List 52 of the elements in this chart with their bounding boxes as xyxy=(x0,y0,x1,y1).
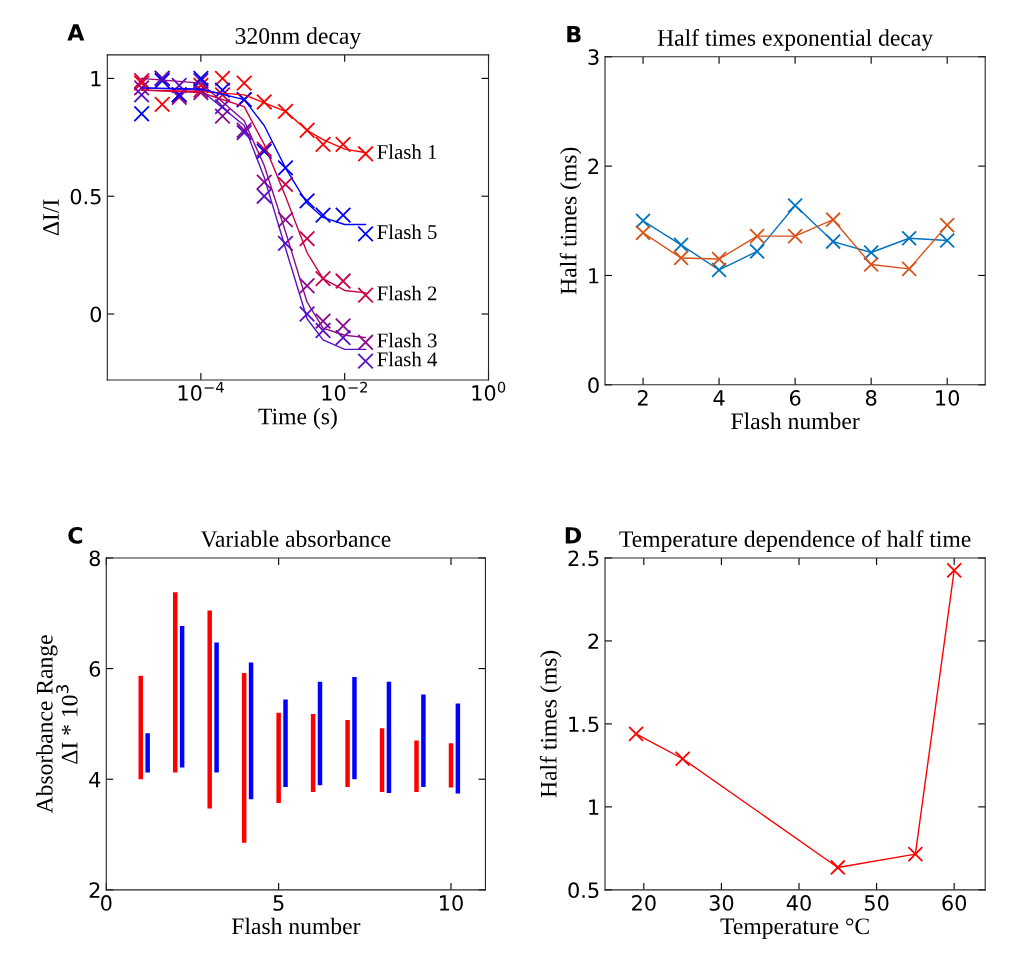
y-tick-label: 1 xyxy=(589,799,599,815)
chart-title: Temperature dependence of half time xyxy=(619,530,971,552)
chart-title: Half times exponential decay xyxy=(657,29,934,51)
x-tick-label: 10 xyxy=(440,895,463,911)
y-tick-label: 1.5 xyxy=(569,716,599,733)
x-tick-label: 60 xyxy=(942,895,967,911)
y-tick-label: 8 xyxy=(89,550,100,567)
series-label: Flash 1 xyxy=(377,144,437,160)
y-tick-label: 0.5 xyxy=(568,882,599,899)
y-tick-label: 6 xyxy=(89,661,101,677)
x-tick-label: 30 xyxy=(709,895,734,911)
x-tick-label: 50 xyxy=(864,895,889,911)
x-tick-label: 8 xyxy=(865,390,877,406)
x-axis-title: Temperature °C xyxy=(720,918,869,940)
text: D xyxy=(565,527,582,544)
x-axis-title: Time (s) xyxy=(258,407,337,430)
series-label: Flash 3 xyxy=(377,332,437,348)
series-label: Flash 5 xyxy=(377,224,437,240)
x-tick-label: 20 xyxy=(632,895,656,911)
x-tick-label: 5 xyxy=(273,895,284,911)
chart-title: 320nm decay xyxy=(235,27,362,49)
y-tick-label: 0 xyxy=(90,306,102,323)
y-tick-label: 2 xyxy=(588,158,599,175)
series-label: Flash 2 xyxy=(377,285,437,301)
y-tick-label: 4 xyxy=(89,771,101,788)
y-tick-label: 0.5 xyxy=(70,188,101,205)
x-tick-label: 10 xyxy=(936,390,960,406)
x-tick-label: 2 xyxy=(637,390,648,406)
series-label: Flash 4 xyxy=(377,351,438,367)
x-axis-title: Flash number xyxy=(731,412,860,430)
y-axis-title: Half times (ms) xyxy=(559,147,582,295)
chart-title: Variable absorbance xyxy=(200,530,391,548)
x-tick-label: 10$^{−2}$ xyxy=(322,381,367,401)
y-axis-title: Half times (ms) xyxy=(539,650,562,798)
text: A xyxy=(67,24,85,41)
y-axis-title: Absorbance Range ΔI * 10$^{3}$ xyxy=(36,635,78,814)
x-tick-label: 4 xyxy=(713,390,725,406)
x-tick-label: 10$^{−4}$ xyxy=(178,381,224,401)
y-tick-label: 2 xyxy=(89,882,100,898)
y-tick-label: 1 xyxy=(91,71,101,87)
x-tick-label: 40 xyxy=(786,895,811,911)
x-axis-title: Flash number xyxy=(231,917,361,935)
x-tick-label: 10$^{0}$ xyxy=(472,381,506,401)
y-axis-title: ΔI/I xyxy=(43,199,59,236)
y-tick-label: 3 xyxy=(588,49,599,65)
text: B xyxy=(567,26,581,43)
y-tick-label: 2.5 xyxy=(568,550,599,567)
y-tick-label: 1 xyxy=(589,268,599,284)
x-tick-label: 6 xyxy=(789,390,801,406)
text: C xyxy=(68,526,83,544)
y-tick-label: 2 xyxy=(588,633,599,649)
x-tick-label: 0 xyxy=(101,895,112,911)
